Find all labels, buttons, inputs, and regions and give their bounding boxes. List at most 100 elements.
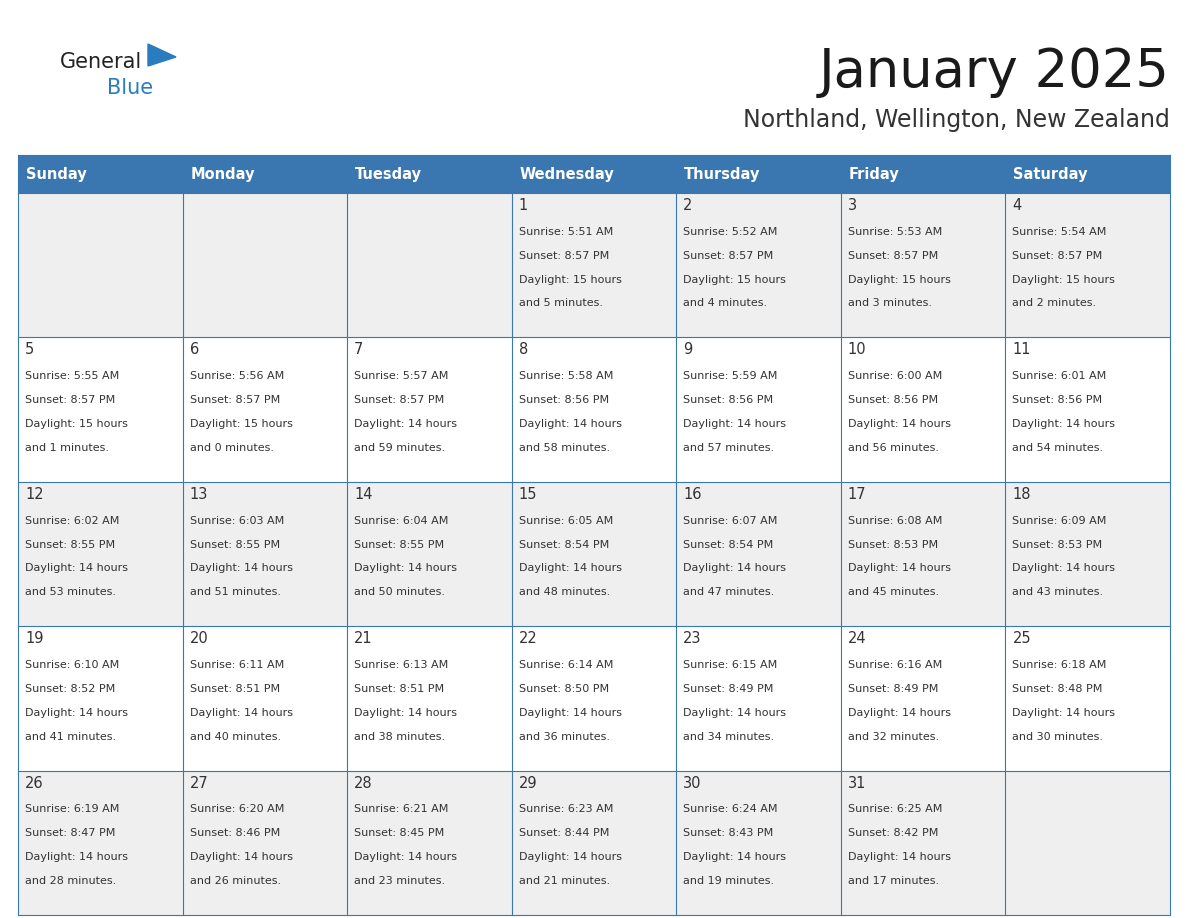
- Bar: [676, 193, 841, 338]
- Text: Sunset: 8:56 PM: Sunset: 8:56 PM: [519, 395, 608, 405]
- Text: 27: 27: [190, 776, 208, 790]
- Text: January 2025: January 2025: [819, 46, 1170, 98]
- Bar: [1005, 193, 1170, 338]
- Bar: [841, 338, 1005, 482]
- Text: and 56 minutes.: and 56 minutes.: [848, 442, 939, 453]
- Bar: [841, 193, 1005, 338]
- Text: Sunrise: 6:09 AM: Sunrise: 6:09 AM: [1012, 516, 1107, 526]
- Text: General: General: [61, 52, 143, 72]
- Text: Daylight: 14 hours: Daylight: 14 hours: [848, 852, 950, 862]
- Text: Sunset: 8:49 PM: Sunset: 8:49 PM: [848, 684, 939, 694]
- Text: 10: 10: [848, 342, 866, 357]
- Text: Daylight: 14 hours: Daylight: 14 hours: [25, 708, 128, 718]
- Text: Monday: Monday: [190, 166, 255, 182]
- Bar: [676, 626, 841, 770]
- Text: Sunrise: 5:55 AM: Sunrise: 5:55 AM: [25, 371, 119, 381]
- Bar: [183, 338, 347, 482]
- Text: Daylight: 14 hours: Daylight: 14 hours: [683, 564, 786, 574]
- Text: Daylight: 14 hours: Daylight: 14 hours: [1012, 564, 1116, 574]
- Text: 13: 13: [190, 487, 208, 502]
- Text: and 4 minutes.: and 4 minutes.: [683, 298, 767, 308]
- Text: Sunrise: 6:16 AM: Sunrise: 6:16 AM: [848, 660, 942, 670]
- Text: and 34 minutes.: and 34 minutes.: [683, 732, 775, 742]
- Text: and 41 minutes.: and 41 minutes.: [25, 732, 116, 742]
- Text: Sunrise: 5:51 AM: Sunrise: 5:51 AM: [519, 227, 613, 237]
- Text: and 54 minutes.: and 54 minutes.: [1012, 442, 1104, 453]
- Text: Sunset: 8:57 PM: Sunset: 8:57 PM: [683, 251, 773, 261]
- Text: and 48 minutes.: and 48 minutes.: [519, 588, 609, 597]
- Text: 5: 5: [25, 342, 34, 357]
- Text: Sunset: 8:51 PM: Sunset: 8:51 PM: [354, 684, 444, 694]
- Text: Daylight: 14 hours: Daylight: 14 hours: [354, 852, 457, 862]
- Text: 20: 20: [190, 632, 208, 646]
- Text: Daylight: 14 hours: Daylight: 14 hours: [25, 852, 128, 862]
- Text: and 47 minutes.: and 47 minutes.: [683, 588, 775, 597]
- Text: Daylight: 14 hours: Daylight: 14 hours: [519, 564, 621, 574]
- Text: Daylight: 14 hours: Daylight: 14 hours: [683, 708, 786, 718]
- Bar: [183, 770, 347, 915]
- Text: Sunrise: 5:59 AM: Sunrise: 5:59 AM: [683, 371, 778, 381]
- Text: Sunset: 8:56 PM: Sunset: 8:56 PM: [683, 395, 773, 405]
- Bar: [1005, 482, 1170, 626]
- Text: Sunrise: 6:00 AM: Sunrise: 6:00 AM: [848, 371, 942, 381]
- Text: Thursday: Thursday: [684, 166, 760, 182]
- Text: and 40 minutes.: and 40 minutes.: [190, 732, 280, 742]
- Text: 6: 6: [190, 342, 198, 357]
- Bar: [1005, 338, 1170, 482]
- Text: and 43 minutes.: and 43 minutes.: [1012, 588, 1104, 597]
- Text: Sunrise: 5:53 AM: Sunrise: 5:53 AM: [848, 227, 942, 237]
- Bar: [512, 482, 676, 626]
- Text: 21: 21: [354, 632, 373, 646]
- Text: Sunrise: 5:54 AM: Sunrise: 5:54 AM: [1012, 227, 1107, 237]
- Text: Daylight: 14 hours: Daylight: 14 hours: [1012, 708, 1116, 718]
- Text: and 58 minutes.: and 58 minutes.: [519, 442, 609, 453]
- Bar: [18, 338, 183, 482]
- Text: Sunset: 8:48 PM: Sunset: 8:48 PM: [1012, 684, 1102, 694]
- Text: Wednesday: Wednesday: [519, 166, 614, 182]
- Text: Sunrise: 5:57 AM: Sunrise: 5:57 AM: [354, 371, 449, 381]
- Bar: [183, 482, 347, 626]
- Text: Daylight: 14 hours: Daylight: 14 hours: [354, 419, 457, 429]
- Text: and 57 minutes.: and 57 minutes.: [683, 442, 775, 453]
- Bar: [18, 626, 183, 770]
- Text: and 36 minutes.: and 36 minutes.: [519, 732, 609, 742]
- Text: Daylight: 15 hours: Daylight: 15 hours: [190, 419, 292, 429]
- Text: Daylight: 15 hours: Daylight: 15 hours: [1012, 274, 1116, 285]
- Text: 25: 25: [1012, 632, 1031, 646]
- Text: and 28 minutes.: and 28 minutes.: [25, 876, 116, 886]
- Text: and 1 minutes.: and 1 minutes.: [25, 442, 109, 453]
- Text: Daylight: 14 hours: Daylight: 14 hours: [848, 564, 950, 574]
- Text: and 59 minutes.: and 59 minutes.: [354, 442, 446, 453]
- Text: Friday: Friday: [849, 166, 899, 182]
- Bar: [347, 626, 512, 770]
- Text: Daylight: 14 hours: Daylight: 14 hours: [683, 852, 786, 862]
- Bar: [841, 626, 1005, 770]
- Text: and 17 minutes.: and 17 minutes.: [848, 876, 939, 886]
- Text: and 21 minutes.: and 21 minutes.: [519, 876, 609, 886]
- Text: Sunset: 8:45 PM: Sunset: 8:45 PM: [354, 828, 444, 838]
- Bar: [676, 482, 841, 626]
- Text: Daylight: 14 hours: Daylight: 14 hours: [354, 564, 457, 574]
- Text: Sunrise: 6:05 AM: Sunrise: 6:05 AM: [519, 516, 613, 526]
- Text: Daylight: 14 hours: Daylight: 14 hours: [683, 419, 786, 429]
- Text: and 23 minutes.: and 23 minutes.: [354, 876, 446, 886]
- Bar: [18, 155, 1170, 193]
- Text: Sunset: 8:55 PM: Sunset: 8:55 PM: [25, 540, 115, 550]
- Text: Sunset: 8:54 PM: Sunset: 8:54 PM: [519, 540, 609, 550]
- Text: Sunrise: 6:14 AM: Sunrise: 6:14 AM: [519, 660, 613, 670]
- Text: Daylight: 14 hours: Daylight: 14 hours: [190, 852, 292, 862]
- Text: Northland, Wellington, New Zealand: Northland, Wellington, New Zealand: [744, 108, 1170, 132]
- Text: Sunrise: 6:21 AM: Sunrise: 6:21 AM: [354, 804, 449, 814]
- Bar: [18, 193, 183, 338]
- Text: 14: 14: [354, 487, 373, 502]
- Bar: [512, 193, 676, 338]
- Text: Sunset: 8:52 PM: Sunset: 8:52 PM: [25, 684, 115, 694]
- Text: and 19 minutes.: and 19 minutes.: [683, 876, 775, 886]
- Text: 29: 29: [519, 776, 537, 790]
- Text: and 53 minutes.: and 53 minutes.: [25, 588, 116, 597]
- Bar: [676, 338, 841, 482]
- Text: Sunset: 8:57 PM: Sunset: 8:57 PM: [848, 251, 939, 261]
- Text: Sunset: 8:42 PM: Sunset: 8:42 PM: [848, 828, 939, 838]
- Text: 22: 22: [519, 632, 537, 646]
- Text: Daylight: 14 hours: Daylight: 14 hours: [848, 419, 950, 429]
